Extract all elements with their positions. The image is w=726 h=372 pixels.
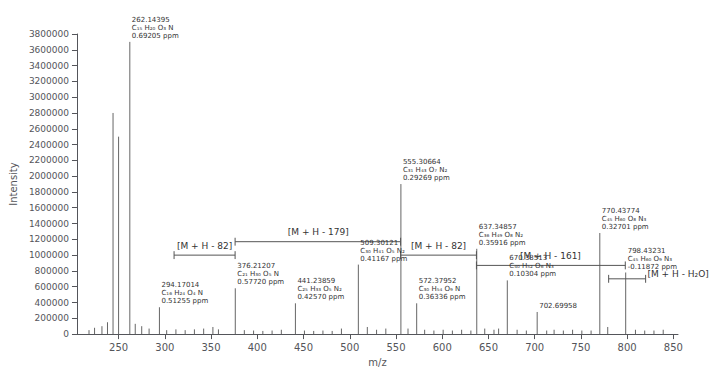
svg-text:2400000: 2400000 [29, 140, 69, 150]
svg-text:555.30664: 555.30664 [403, 158, 441, 166]
svg-text:0.35916 ppm: 0.35916 ppm [479, 239, 526, 247]
svg-text:0.42570 ppm: 0.42570 ppm [297, 293, 344, 301]
svg-text:250: 250 [109, 342, 128, 353]
svg-text:0.57720 ppm: 0.57720 ppm [237, 278, 284, 286]
svg-text:0.36336 ppm: 0.36336 ppm [419, 293, 466, 301]
svg-text:1800000: 1800000 [29, 187, 69, 197]
svg-text:798.43231: 798.43231 [628, 247, 666, 255]
svg-text:441.23859: 441.23859 [297, 277, 335, 285]
svg-text:550: 550 [386, 342, 405, 353]
svg-text:600: 600 [433, 342, 452, 353]
svg-text:2200000: 2200000 [29, 155, 69, 165]
svg-text:C₃₀ H₄₁ O₅ N₂: C₃₀ H₄₁ O₅ N₂ [360, 247, 405, 255]
svg-text:770.43774: 770.43774 [602, 207, 640, 215]
svg-text:450: 450 [294, 342, 313, 353]
svg-text:509.30121: 509.30121 [360, 239, 398, 247]
svg-text:2800000: 2800000 [29, 108, 69, 118]
svg-text:650: 650 [479, 342, 498, 353]
svg-text:1400000: 1400000 [29, 219, 69, 229]
svg-text:702.69958: 702.69958 [539, 302, 577, 310]
svg-text:C₄₅ H₆₀ O₈ N₃: C₄₅ H₆₀ O₈ N₃ [602, 215, 647, 223]
svg-text:C₁₅ H₂₀ O₃ N: C₁₅ H₂₀ O₃ N [132, 24, 174, 32]
svg-text:3000000: 3000000 [29, 92, 69, 102]
svg-text:[M + H - 179]: [M + H - 179] [288, 227, 349, 237]
svg-text:572.37952: 572.37952 [419, 277, 457, 285]
svg-text:0.51255 ppm: 0.51255 ppm [161, 297, 208, 305]
svg-text:1200000: 1200000 [29, 234, 69, 244]
svg-text:0.10304 ppm: 0.10304 ppm [509, 270, 556, 278]
svg-text:C₃₀ H₅₄ O₉ N: C₃₀ H₅₄ O₉ N [419, 285, 461, 293]
svg-text:600000: 600000 [35, 282, 70, 292]
svg-text:2000000: 2000000 [29, 171, 69, 181]
svg-text:3200000: 3200000 [29, 76, 69, 86]
svg-text:2600000: 2600000 [29, 124, 69, 134]
svg-text:0: 0 [63, 329, 69, 339]
svg-text:C₃₁ H₄₃ O₇ N₂: C₃₁ H₄₃ O₇ N₂ [403, 166, 448, 174]
svg-text:400: 400 [248, 342, 267, 353]
svg-text:262.14395: 262.14395 [132, 16, 170, 24]
svg-text:800000: 800000 [35, 266, 70, 276]
svg-text:637.34857: 637.34857 [479, 223, 517, 231]
svg-text:m/z: m/z [368, 357, 386, 368]
svg-text:0.29269 ppm: 0.29269 ppm [403, 174, 450, 182]
svg-text:200000: 200000 [35, 313, 70, 323]
svg-text:750: 750 [571, 342, 590, 353]
svg-text:3600000: 3600000 [29, 45, 69, 55]
svg-text:376.21207: 376.21207 [237, 262, 275, 270]
svg-text:294.17014: 294.17014 [161, 281, 199, 289]
svg-text:C₁₆ H₂₄ O₄ N: C₁₆ H₂₄ O₄ N [161, 289, 203, 297]
svg-text:[M + H - 161]: [M + H - 161] [519, 251, 581, 262]
svg-text:670.38513: 670.38513 [509, 254, 547, 262]
svg-text:0.32701 ppm: 0.32701 ppm [602, 223, 649, 231]
svg-text:0.69205 ppm: 0.69205 ppm [132, 32, 179, 40]
svg-text:350: 350 [202, 342, 221, 353]
svg-text:850: 850 [664, 342, 683, 353]
svg-text:C₂₁ H₃₀ O₅ N: C₂₁ H₃₀ O₅ N [237, 270, 279, 278]
svg-text:3400000: 3400000 [29, 61, 69, 71]
svg-text:3800000: 3800000 [29, 29, 69, 39]
svg-text:500: 500 [340, 342, 359, 353]
svg-text:C₄₅ H₆₀ O₉ N₃: C₄₅ H₆₀ O₉ N₃ [628, 255, 673, 263]
svg-text:400000: 400000 [35, 298, 70, 308]
svg-text:C₄₀ H₅₂ O₆ N₃: C₄₀ H₅₂ O₆ N₃ [509, 262, 554, 270]
svg-text:800: 800 [618, 342, 637, 353]
svg-text:0.41167 ppm: 0.41167 ppm [360, 255, 407, 263]
svg-text:[M + H - 82]: [M + H - 82] [411, 241, 466, 251]
svg-text:-0.11872 ppm: -0.11872 ppm [628, 263, 678, 271]
svg-text:[M + H - H₂O]: [M + H - H₂O] [647, 268, 709, 279]
svg-text:1000000: 1000000 [29, 250, 69, 260]
svg-text:Intensity: Intensity [8, 162, 19, 206]
svg-text:700: 700 [525, 342, 544, 353]
svg-text:[M + H - 82]: [M + H - 82] [177, 241, 232, 251]
svg-text:300: 300 [155, 342, 174, 353]
svg-text:C₂₅ H₃₃ O₅ N₂: C₂₅ H₃₃ O₅ N₂ [297, 285, 342, 293]
svg-text:C₃₆ H₄₉ O₈ N₂: C₃₆ H₄₉ O₈ N₂ [479, 231, 524, 239]
svg-text:1600000: 1600000 [29, 203, 69, 213]
